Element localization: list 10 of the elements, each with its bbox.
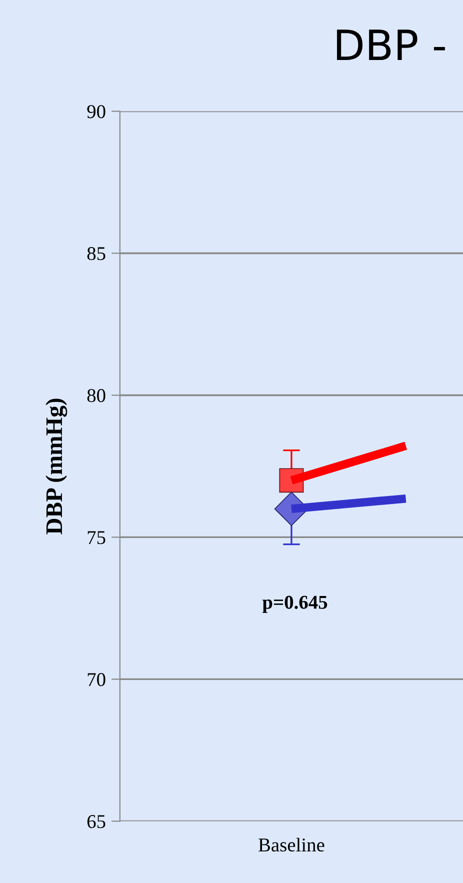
annotation: p=0.645 <box>262 596 328 613</box>
y-tick-label: 70 <box>88 673 106 686</box>
y-tick-label: 75 <box>88 531 106 544</box>
y-tick-label: 80 <box>87 389 106 402</box>
y-tick-label: 85 <box>87 247 106 260</box>
y-axis-title: DBP (mmHg) <box>46 398 68 534</box>
y-tick-label: 90 <box>87 105 106 118</box>
y-tick-label: 65 <box>87 815 106 828</box>
chart-title: DBP - <box>336 30 445 60</box>
x-tick-label: Baseline <box>258 838 324 852</box>
